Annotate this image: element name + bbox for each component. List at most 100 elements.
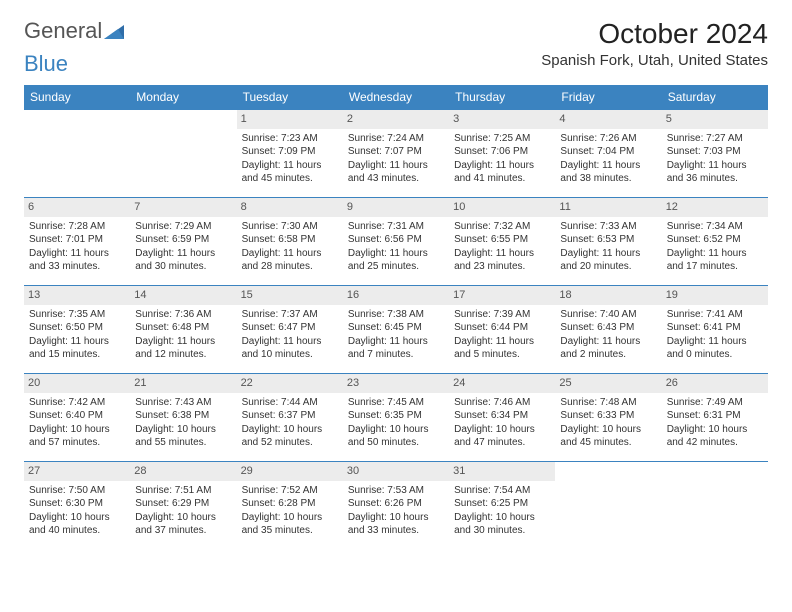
- sunset-text: Sunset: 6:37 PM: [242, 409, 338, 423]
- calendar-day-cell: 16Sunrise: 7:38 AMSunset: 6:45 PMDayligh…: [343, 286, 449, 374]
- calendar-week-row: 1 Sunrise: 7:23 AMSunset: 7:09 PM Daylight…: [24, 110, 768, 198]
- sunset-text: Sunset: 6:44 PM: [454, 321, 550, 335]
- sunset-text: Sunset: 6:28 PM: [242, 497, 338, 511]
- daylight-text: Daylight: 11 hours and 36 minutes.: [667, 159, 763, 186]
- sunrise-text: Sunrise: 7:32 AM: [454, 220, 550, 234]
- day-number: 30: [343, 462, 449, 481]
- daylight-text: Daylight: 11 hours and 23 minutes.: [454, 247, 550, 274]
- daylight-text: Daylight: 10 hours and 52 minutes.: [242, 423, 338, 450]
- calendar-day-cell: 4Sunrise: 7:26 AMSunset: 7:04 PMDaylight…: [555, 110, 661, 198]
- sunset-text: Sunset: 6:35 PM: [348, 409, 444, 423]
- day-number: 5: [662, 110, 768, 129]
- calendar-day-cell: [662, 462, 768, 550]
- calendar-day-cell: 12Sunrise: 7:34 AMSunset: 6:52 PMDayligh…: [662, 198, 768, 286]
- calendar-day-cell: 14Sunrise: 7:36 AMSunset: 6:48 PMDayligh…: [130, 286, 236, 374]
- sunset-text: Sunset: 6:34 PM: [454, 409, 550, 423]
- calendar-day-cell: 28Sunrise: 7:51 AMSunset: 6:29 PMDayligh…: [130, 462, 236, 550]
- day-number: 9: [343, 198, 449, 217]
- sunset-text: Sunset: 6:30 PM: [29, 497, 125, 511]
- daylight-text: Daylight: 11 hours and 0 minutes.: [667, 335, 763, 362]
- sunset-text: Sunset: 6:25 PM: [454, 497, 550, 511]
- sunset-text: Sunset: 7:09 PM: [242, 145, 338, 159]
- sunrise-text: Sunrise: 7:54 AM: [454, 484, 550, 498]
- sunrise-text: Sunrise: 7:36 AM: [135, 308, 231, 322]
- sunset-text: Sunset: 6:43 PM: [560, 321, 656, 335]
- sunset-text: Sunset: 7:01 PM: [29, 233, 125, 247]
- calendar-week-row: 6 Sunrise: 7:28 AMSunset: 7:01 PM Daylight…: [24, 198, 768, 286]
- sunrise-text: Sunrise: 7:23 AM: [242, 132, 338, 146]
- sunrise-text: Sunrise: 7:44 AM: [242, 396, 338, 410]
- day-number: 25: [555, 374, 661, 393]
- sunrise-text: Sunrise: 7:51 AM: [135, 484, 231, 498]
- sunrise-text: Sunrise: 7:34 AM: [667, 220, 763, 234]
- day-number: 18: [555, 286, 661, 305]
- daylight-text: Daylight: 11 hours and 2 minutes.: [560, 335, 656, 362]
- calendar-day-cell: 10Sunrise: 7:32 AMSunset: 6:55 PMDayligh…: [449, 198, 555, 286]
- day-header: Saturday: [662, 85, 768, 110]
- day-number: 8: [237, 198, 343, 217]
- sunrise-text: Sunrise: 7:48 AM: [560, 396, 656, 410]
- day-number: 26: [662, 374, 768, 393]
- sunset-text: Sunset: 6:56 PM: [348, 233, 444, 247]
- calendar-day-cell: 15Sunrise: 7:37 AMSunset: 6:47 PMDayligh…: [237, 286, 343, 374]
- day-header: Monday: [130, 85, 236, 110]
- sunrise-text: Sunrise: 7:35 AM: [29, 308, 125, 322]
- calendar-day-cell: [555, 462, 661, 550]
- day-number: 24: [449, 374, 555, 393]
- sunrise-text: Sunrise: 7:42 AM: [29, 396, 125, 410]
- sunset-text: Sunset: 6:26 PM: [348, 497, 444, 511]
- daylight-text: Daylight: 11 hours and 38 minutes.: [560, 159, 656, 186]
- day-number: 27: [24, 462, 130, 481]
- day-number: 22: [237, 374, 343, 393]
- daylight-text: Daylight: 11 hours and 10 minutes.: [242, 335, 338, 362]
- logo-triangle-icon: [104, 23, 124, 39]
- sunset-text: Sunset: 6:52 PM: [667, 233, 763, 247]
- sunset-text: Sunset: 6:40 PM: [29, 409, 125, 423]
- sunset-text: Sunset: 6:47 PM: [242, 321, 338, 335]
- calendar-day-cell: 19 Sunrise: 7:41 AMSunset: 6:41 PMDayligh…: [662, 286, 768, 374]
- day-number: 31: [449, 462, 555, 481]
- day-number: 16: [343, 286, 449, 305]
- calendar-day-cell: 7Sunrise: 7:29 AMSunset: 6:59 PMDaylight…: [130, 198, 236, 286]
- day-number: 1: [237, 110, 343, 129]
- sunrise-text: Sunrise: 7:43 AM: [135, 396, 231, 410]
- sunrise-text: Sunrise: 7:30 AM: [242, 220, 338, 234]
- daylight-text: Daylight: 11 hours and 20 minutes.: [560, 247, 656, 274]
- sunrise-text: Sunrise: 7:29 AM: [135, 220, 231, 234]
- calendar-day-cell: 11Sunrise: 7:33 AMSunset: 6:53 PMDayligh…: [555, 198, 661, 286]
- calendar-day-cell: 22 Sunrise: 7:44 AMSunset: 6:37 PMDayligh…: [237, 374, 343, 462]
- daylight-text: Daylight: 10 hours and 47 minutes.: [454, 423, 550, 450]
- day-number: 20: [24, 374, 130, 393]
- day-number: 19: [662, 286, 768, 305]
- day-number: 11: [555, 198, 661, 217]
- day-number: 6: [24, 198, 130, 217]
- calendar-day-cell: 3Sunrise: 7:25 AMSunset: 7:06 PMDaylight…: [449, 110, 555, 198]
- sunset-text: Sunset: 6:38 PM: [135, 409, 231, 423]
- calendar-day-cell: 6Sunrise: 7:28 AMSunset: 7:01 PMDaylight…: [24, 198, 130, 286]
- sunset-text: Sunset: 7:04 PM: [560, 145, 656, 159]
- sunset-text: Sunset: 6:45 PM: [348, 321, 444, 335]
- daylight-text: Daylight: 10 hours and 35 minutes.: [242, 511, 338, 538]
- sunset-text: Sunset: 6:59 PM: [135, 233, 231, 247]
- sunrise-text: Sunrise: 7:28 AM: [29, 220, 125, 234]
- sunrise-text: Sunrise: 7:27 AM: [667, 132, 763, 146]
- sunrise-text: Sunrise: 7:52 AM: [242, 484, 338, 498]
- calendar-day-cell: 13Sunrise: 7:35 AMSunset: 6:50 PMDayligh…: [24, 286, 130, 374]
- calendar-day-cell: 17Sunrise: 7:39 AMSunset: 6:44 PMDayligh…: [449, 286, 555, 374]
- day-header-row: Sunday Monday Tuesday Wednesday Thursday…: [24, 85, 768, 110]
- calendar-day-cell: 9Sunrise: 7:31 AMSunset: 6:56 PMDaylight…: [343, 198, 449, 286]
- day-number: 17: [449, 286, 555, 305]
- month-year-title: October 2024: [541, 18, 768, 50]
- calendar-day-cell: 27Sunrise: 7:50 AMSunset: 6:30 PMDayligh…: [24, 462, 130, 550]
- calendar-day-cell: 20Sunrise: 7:42 AMSunset: 6:40 PMDayligh…: [24, 374, 130, 462]
- sunrise-text: Sunrise: 7:45 AM: [348, 396, 444, 410]
- sunrise-text: Sunrise: 7:24 AM: [348, 132, 444, 146]
- daylight-text: Daylight: 11 hours and 30 minutes.: [135, 247, 231, 274]
- sunset-text: Sunset: 6:41 PM: [667, 321, 763, 335]
- calendar-day-cell: 30Sunrise: 7:53 AMSunset: 6:26 PMDayligh…: [343, 462, 449, 550]
- day-number: 14: [130, 286, 236, 305]
- sunrise-text: Sunrise: 7:41 AM: [667, 308, 763, 322]
- calendar-week-row: 20 Sunrise: 7:42 AMSunset: 6:40 PM Dayligh…: [24, 374, 768, 462]
- sunrise-text: Sunrise: 7:40 AM: [560, 308, 656, 322]
- sunset-text: Sunset: 6:48 PM: [135, 321, 231, 335]
